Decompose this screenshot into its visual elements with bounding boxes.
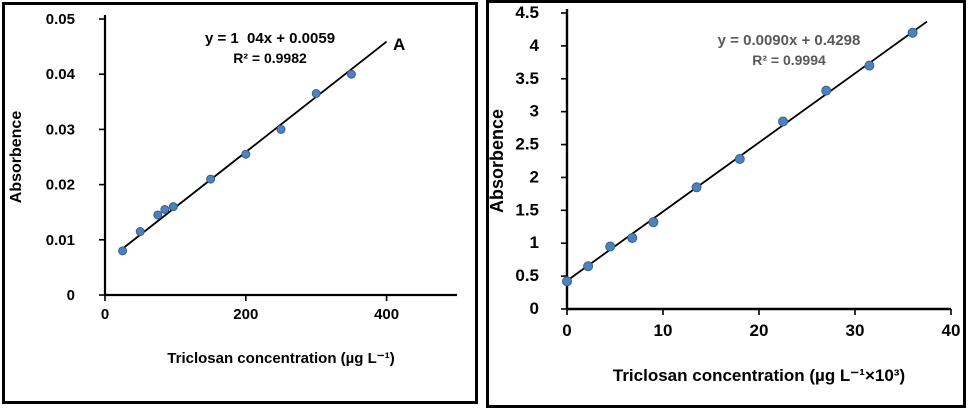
data-point: [734, 154, 745, 165]
x-tick-label: 0: [562, 321, 571, 340]
left-chart-panel: 0 0.01 0.02 0.03 0.04 0.05 0 200 400 Triclosan co…: [2, 2, 478, 404]
data-point: [135, 227, 145, 237]
y-tick-label: 1.5: [515, 200, 539, 219]
left-r-squared-text: R² = 0.9982: [233, 50, 307, 67]
data-point: [241, 149, 251, 159]
y-tick-label: 0.02: [46, 177, 75, 194]
x-tick-label: 30: [846, 321, 865, 340]
x-tick-label: 10: [654, 321, 673, 340]
data-point: [691, 182, 702, 193]
y-tick-label: 0.04: [46, 66, 76, 83]
y-tick-label: 0.05: [46, 11, 75, 28]
left-equation-block: y = 1 04x + 0.0059 R² = 0.9982: [145, 29, 395, 68]
data-point: [821, 85, 832, 96]
data-point: [907, 27, 918, 38]
y-tick-label: 0: [530, 299, 539, 318]
panel-a-label: A: [393, 35, 406, 54]
right-r-squared-text: R² = 0.9994: [752, 52, 826, 69]
y-axis-label: Absorbence: [489, 109, 507, 213]
data-point: [346, 69, 356, 79]
y-tick-label: 4: [530, 36, 540, 55]
x-axis-label: Triclosan concentration (µg L⁻¹): [167, 350, 394, 367]
x-tick-label: 20: [750, 321, 769, 340]
left-equation-text: y = 1 04x + 0.0059: [204, 30, 336, 47]
data-point: [648, 217, 659, 228]
data-point: [206, 174, 216, 184]
right-scatter-chart: 0 0.5 1 1.5 2 2.5 3 3.5 4 4.5 0 10 20 30 40 Triclosan c…: [489, 3, 961, 385]
data-point: [153, 210, 163, 220]
y-tick-label: 2.5: [515, 135, 539, 154]
y-tick-label: 4.5: [515, 3, 539, 22]
data-point: [168, 202, 178, 212]
data-point: [583, 261, 594, 272]
data-point: [276, 124, 286, 134]
right-chart-panel: 0 0.5 1 1.5 2 2.5 3 3.5 4 4.5 0 10 20 30 40 Triclosan c…: [486, 0, 966, 408]
data-point: [864, 60, 875, 71]
y-axis-label: Absorbence: [8, 111, 25, 204]
y-tick-label: 1: [530, 233, 539, 252]
data-point: [562, 276, 572, 287]
y-tick-label: 0.01: [46, 232, 75, 249]
right-equation-text: y = 0.0090x + 0.4298: [717, 32, 861, 49]
y-tick-label: 0.5: [515, 266, 539, 285]
y-tick-label: 3.5: [515, 69, 539, 88]
left-scatter-chart: 0 0.01 0.02 0.03 0.04 0.05 0 200 400 Triclosan co…: [8, 11, 457, 367]
x-tick-label: 0: [101, 306, 109, 323]
data-point: [160, 204, 170, 214]
data-point: [627, 232, 638, 243]
y-tick-label: 3: [530, 102, 539, 121]
x-tick-label: 200: [233, 306, 258, 323]
x-axis-label: Triclosan concentration (µg L⁻¹×10³): [613, 366, 905, 385]
data-point: [118, 246, 128, 256]
x-tick-label: 40: [942, 321, 961, 340]
x-tick-label: 400: [374, 306, 399, 323]
y-tick-label: 0: [67, 287, 75, 304]
data-point: [605, 241, 616, 252]
y-tick-label: 2: [530, 167, 539, 186]
trendline: [118, 40, 388, 253]
data-point: [311, 89, 321, 99]
right-equation-block: y = 0.0090x + 0.4298 R² = 0.9994: [661, 31, 917, 70]
data-point: [778, 116, 788, 127]
y-tick-label: 0.03: [46, 121, 75, 138]
